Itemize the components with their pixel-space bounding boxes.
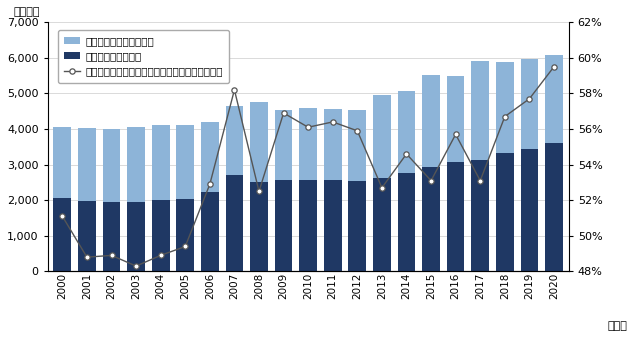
Bar <box>324 109 342 272</box>
Bar <box>299 108 317 272</box>
Bar <box>299 179 317 272</box>
Bar <box>373 95 391 272</box>
Bar <box>496 153 514 272</box>
Bar <box>226 175 243 272</box>
Bar <box>275 179 292 272</box>
Bar <box>373 178 391 272</box>
Bar <box>447 162 465 272</box>
Bar <box>201 122 219 272</box>
Bar <box>275 110 292 272</box>
Bar <box>78 201 96 272</box>
Bar <box>176 125 194 272</box>
Bar <box>521 149 538 272</box>
Bar <box>349 181 366 272</box>
Bar <box>78 128 96 272</box>
Bar <box>324 180 342 272</box>
Bar <box>103 201 120 272</box>
Bar <box>422 167 440 272</box>
Bar <box>152 125 169 272</box>
Bar <box>496 62 514 272</box>
Bar <box>53 198 71 272</box>
Bar <box>201 193 219 272</box>
Bar <box>447 76 465 272</box>
Bar <box>422 75 440 272</box>
Bar <box>349 110 366 272</box>
Bar <box>176 199 194 272</box>
Bar <box>250 183 268 272</box>
Bar <box>127 201 145 272</box>
Bar <box>127 127 145 272</box>
Bar <box>398 173 415 272</box>
Legend: 新筑分㖲マンション価格, 中古マンション価格, 中古マンション価格の割合（中古／新筑、右軸）: 新筑分㖲マンション価格, 中古マンション価格, 中古マンション価格の割合（中古／… <box>58 30 229 83</box>
Bar <box>226 106 243 272</box>
Bar <box>53 127 71 272</box>
Bar <box>472 160 489 272</box>
Bar <box>152 200 169 272</box>
Bar <box>545 55 563 272</box>
Bar <box>521 59 538 272</box>
Text: （年）: （年） <box>607 321 627 331</box>
Bar <box>103 129 120 272</box>
Bar <box>250 102 268 272</box>
Text: （万円）: （万円） <box>14 7 40 17</box>
Bar <box>545 142 563 272</box>
Bar <box>472 61 489 272</box>
Bar <box>398 91 415 272</box>
